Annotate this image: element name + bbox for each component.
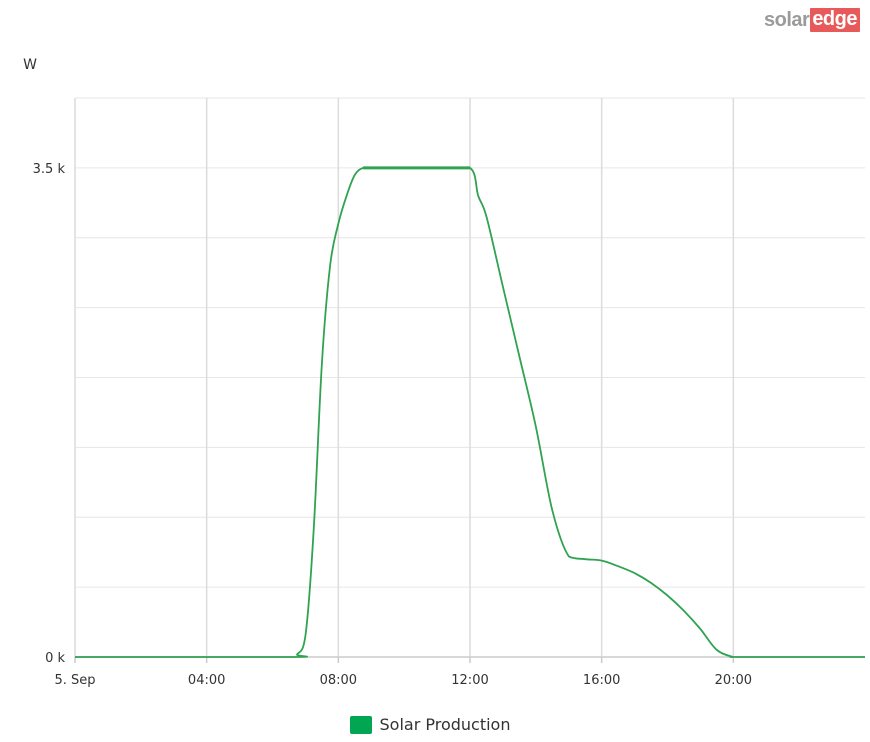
x-tick-label: 16:00 [583,673,620,688]
logo-edge-text: edge [810,8,860,32]
y-tick-label: 0 k [45,651,65,666]
legend-swatch-solar-production[interactable] [349,715,372,734]
y-tick-label: 3.5 k [33,162,66,177]
x-tick-label: 5. Sep [54,673,95,688]
x-tick-label: 08:00 [320,673,357,688]
logo-solar-text: solar [764,8,810,31]
x-tick-label: 20:00 [715,673,752,688]
y-axis-unit-label: W [23,57,37,73]
x-tick-label: 12:00 [451,673,488,688]
series-line-solar-production [75,166,865,658]
legend-label-solar-production[interactable]: Solar Production [379,715,511,734]
x-tick-label: 04:00 [188,673,225,688]
solaredge-logo: solar edge [764,8,860,32]
chart-legend[interactable]: Solar Production [0,715,860,734]
